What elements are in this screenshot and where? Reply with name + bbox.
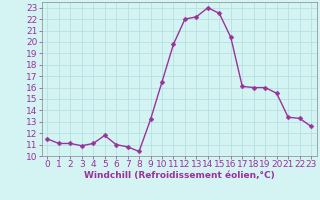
X-axis label: Windchill (Refroidissement éolien,°C): Windchill (Refroidissement éolien,°C) xyxy=(84,171,275,180)
